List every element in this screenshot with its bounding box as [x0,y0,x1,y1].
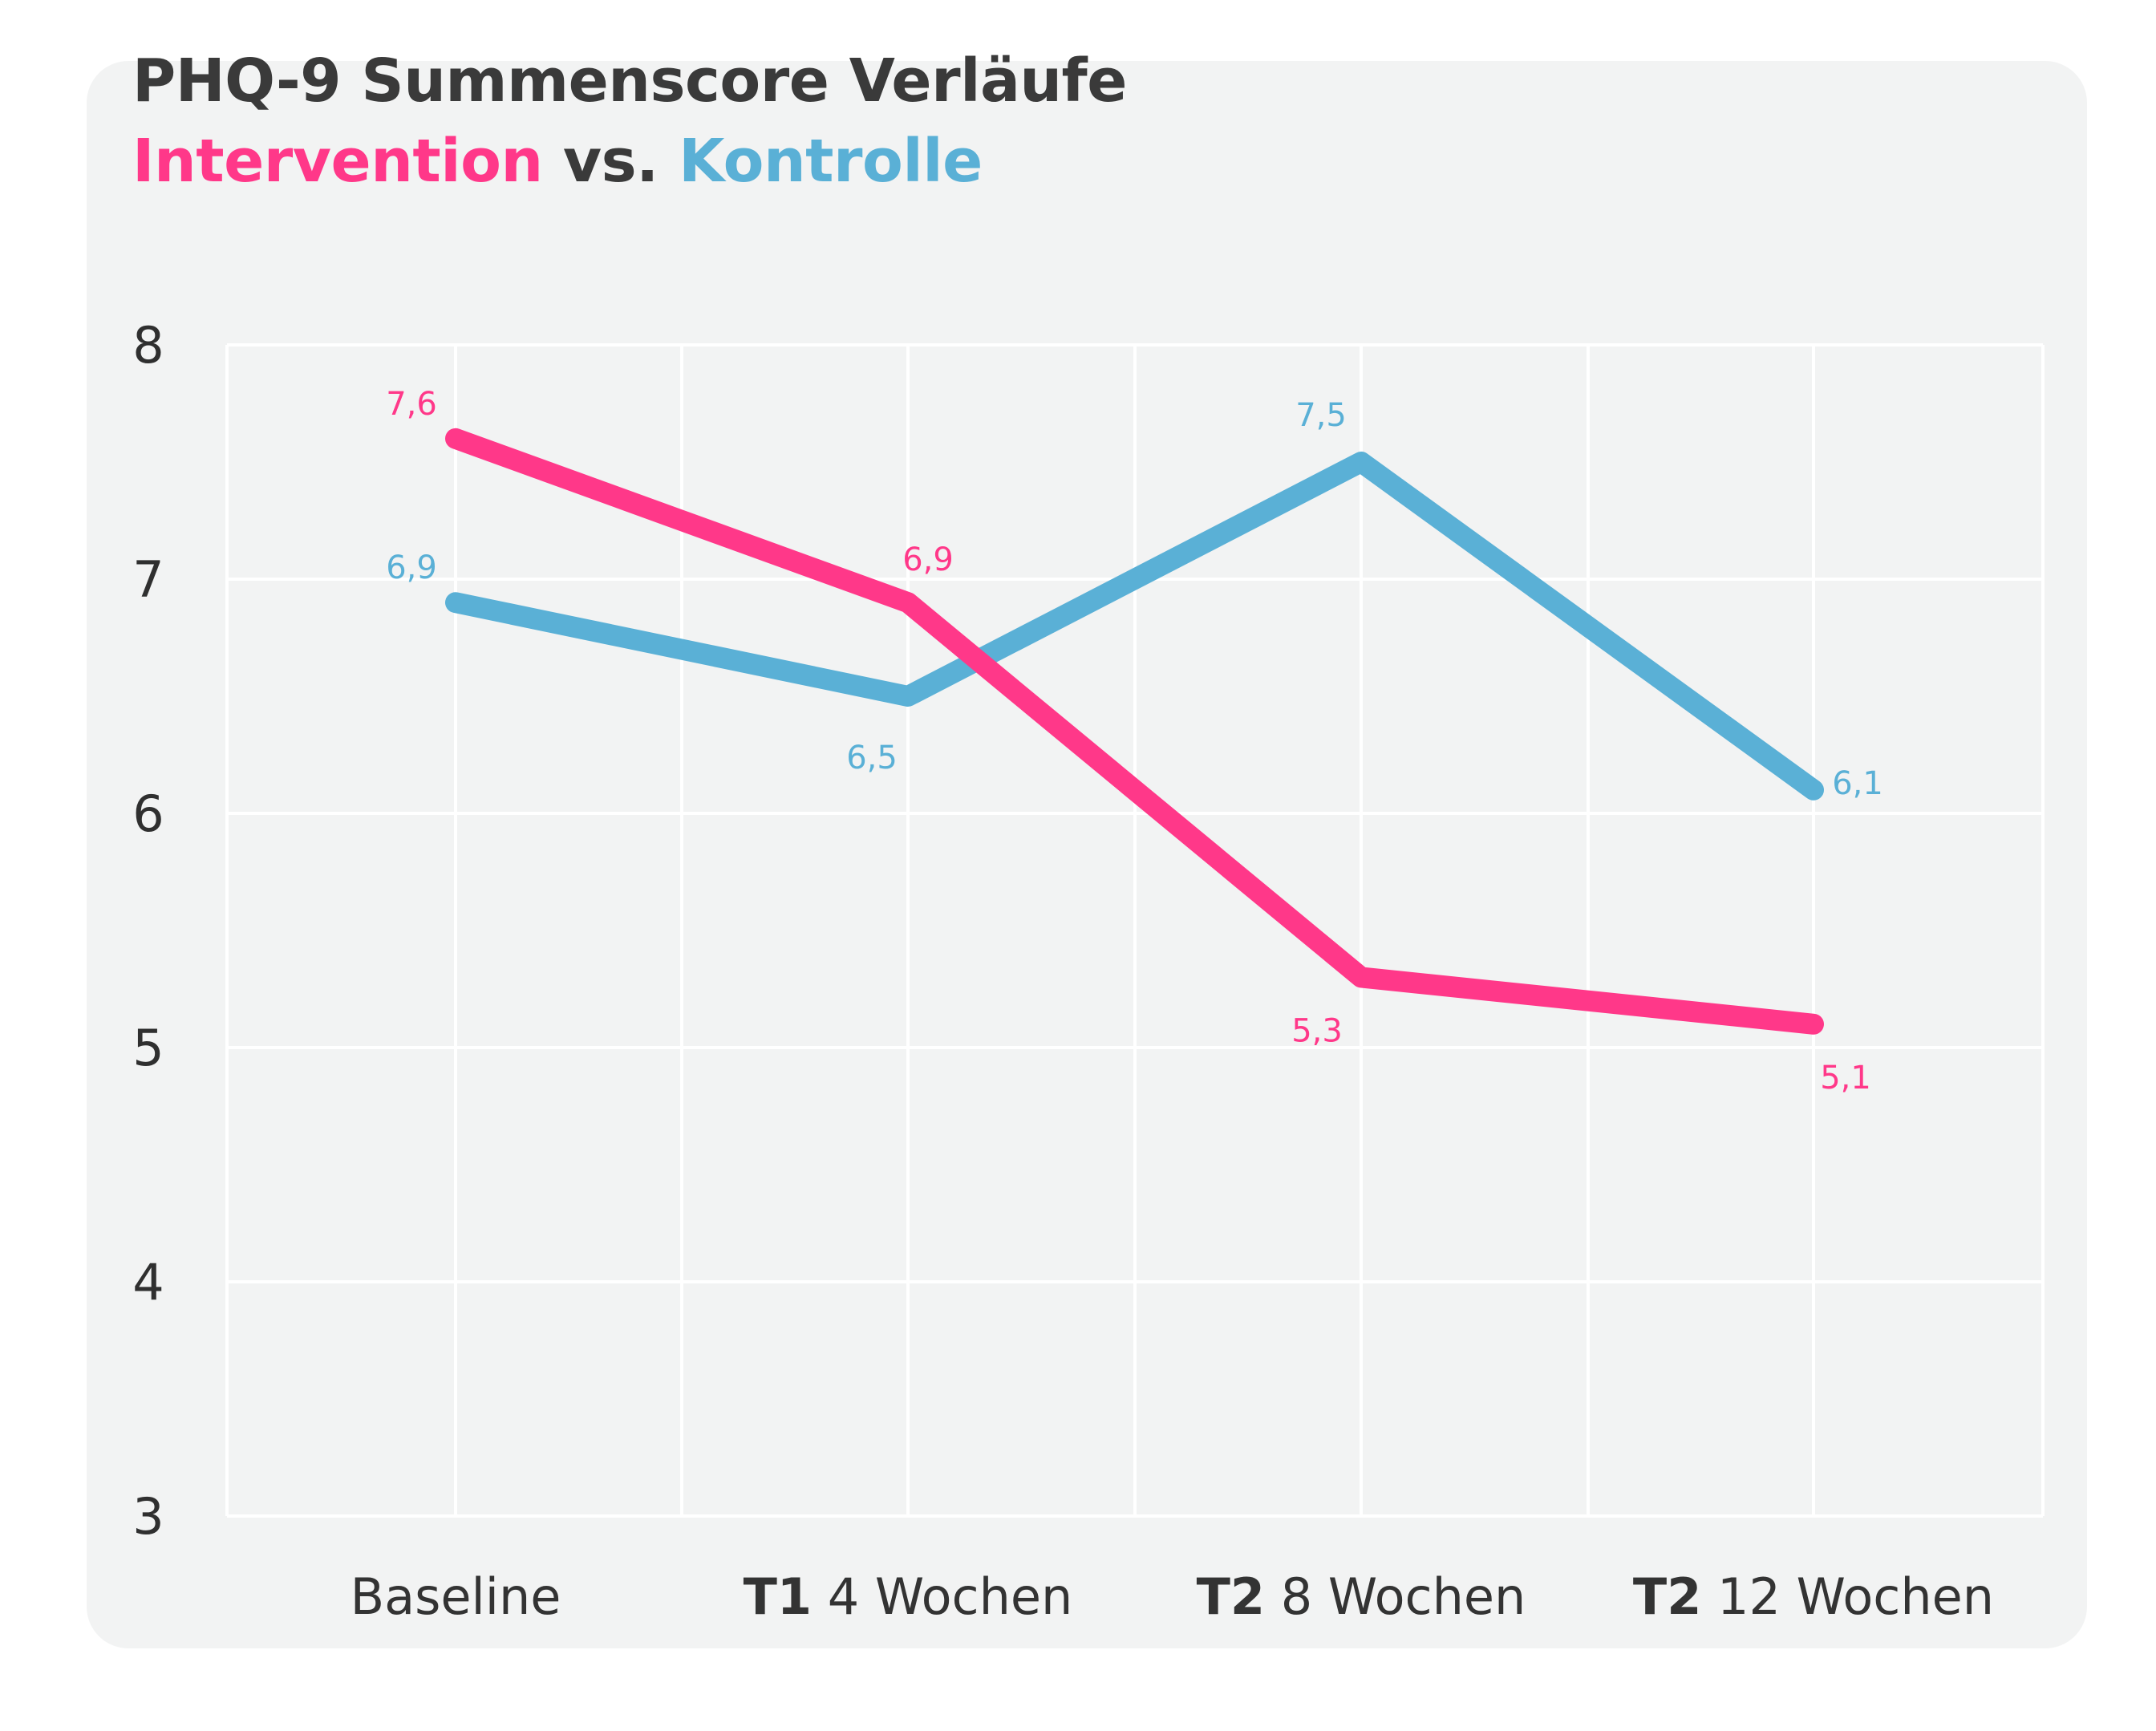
data-label-kontrolle: 7,5 [1295,397,1347,434]
chart-title: PHQ-9 Summenscore Verläufe [132,47,1127,116]
data-label-kontrolle: 6,1 [1832,765,1883,802]
y-tick-label: 3 [132,1487,164,1546]
y-tick-label: 4 [132,1253,164,1311]
data-labels: 7,6 6,9 5,3 5,1 6,9 6,5 7,5 6,1 [386,386,1883,1097]
y-tick-label: 7 [132,550,164,609]
data-label-intervention: 5,1 [1820,1060,1871,1097]
series-lines [445,428,1824,1035]
subtitle-kontrolle: Kontrolle [679,127,983,196]
chart-grid [225,343,2045,1518]
subtitle-intervention: Intervention [132,127,543,196]
data-label-intervention: 6,9 [902,541,954,578]
chart-card [87,61,2087,1648]
y-tick-label: 5 [132,1019,164,1077]
subtitle-vs: vs. [542,127,679,196]
data-label-kontrolle: 6,9 [386,549,437,586]
x-tick-label: T2 8 Wochen [1197,1567,1526,1626]
data-label-intervention: 5,3 [1291,1012,1343,1049]
chart-subtitle: Intervention vs. Kontrolle [132,127,983,196]
y-tick-label: 6 [132,784,164,843]
x-axis-ticks: Baseline T1 4 Wochen T2 8 Wochen T2 12 Woch… [351,1567,1995,1626]
y-axis-ticks: 3 4 5 6 7 8 [132,316,164,1546]
data-label-intervention: 7,6 [386,386,437,423]
x-tick-label: T1 4 Wochen [744,1567,1073,1626]
series-line-kontrolle [445,452,1824,801]
data-label-kontrolle: 6,5 [846,740,898,776]
series-line-intervention [445,428,1824,1035]
x-tick-label: Baseline [351,1567,561,1626]
y-tick-label: 8 [132,316,164,375]
x-tick-label: T2 12 Wochen [1633,1567,1994,1626]
